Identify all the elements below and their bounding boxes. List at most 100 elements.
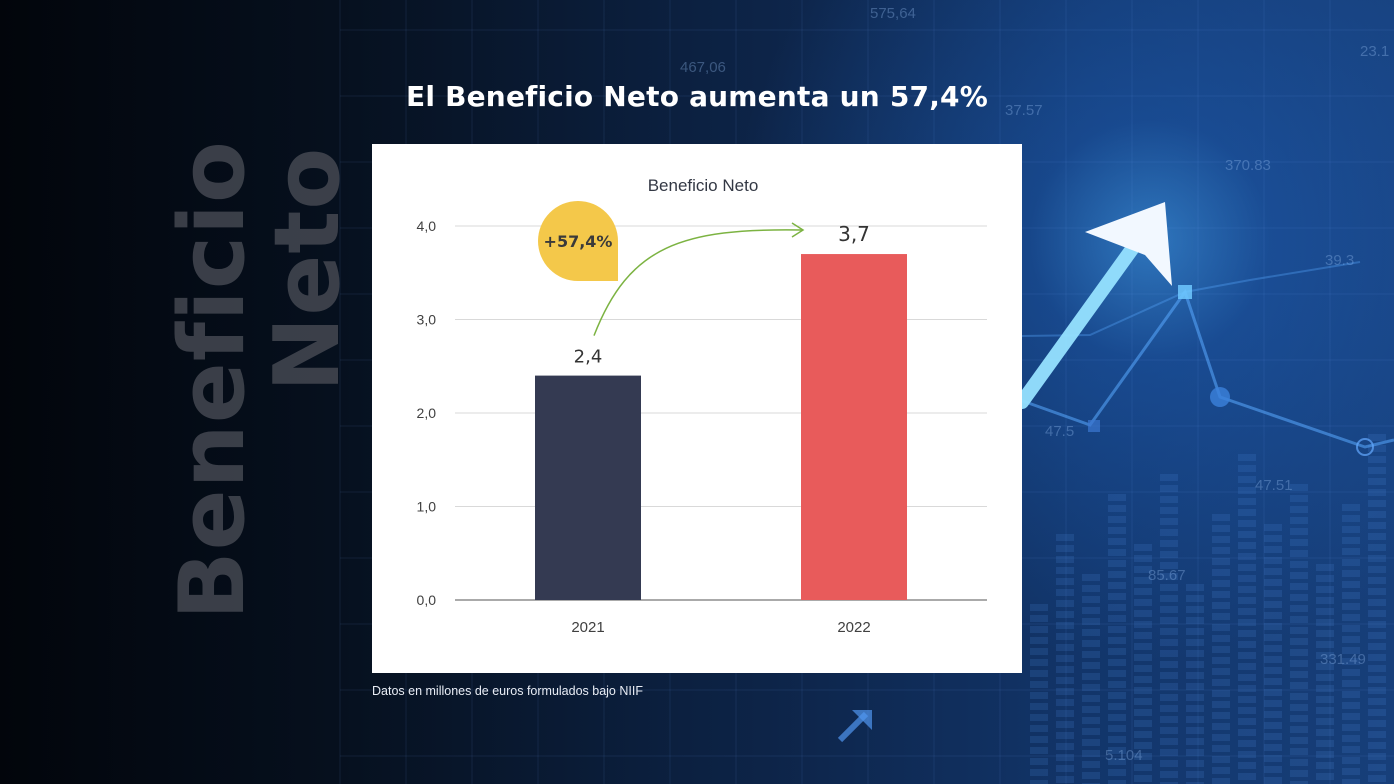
- data-label-2021: 2,4: [574, 347, 603, 368]
- background-volume-bar: [1056, 666, 1074, 673]
- background-volume-bar: [1056, 710, 1074, 717]
- background-volume-bar: [1238, 630, 1256, 637]
- background-volume-bar: [1108, 747, 1126, 754]
- background-marker: [1210, 387, 1230, 407]
- background-volume-bar: [1264, 590, 1282, 597]
- background-volume-bar: [1160, 672, 1178, 679]
- background-volume-bar: [1290, 605, 1308, 612]
- background-volume-bar: [1082, 662, 1100, 669]
- background-volume-bar: [1082, 585, 1100, 592]
- background-volume-bar: [1238, 564, 1256, 571]
- background-volume-bar: [1264, 766, 1282, 773]
- glowing-arrow-head-icon: [1085, 202, 1172, 286]
- chart-title: Beneficio Neto: [648, 176, 759, 195]
- background-volume-bar: [1316, 773, 1334, 780]
- background-volume-bar: [1238, 520, 1256, 527]
- background-volume-bar: [1290, 550, 1308, 557]
- background-volume-bar: [1368, 753, 1386, 760]
- background-volume-bar: [1056, 567, 1074, 574]
- background-volume-bar: [1056, 622, 1074, 629]
- background-volume-bar: [1186, 727, 1204, 734]
- background-volume-bar: [1264, 711, 1282, 718]
- background-volume-bar: [1264, 557, 1282, 564]
- background-volume-bar: [1238, 586, 1256, 593]
- background-volume-bar: [1160, 628, 1178, 635]
- background-volume-bar: [1290, 627, 1308, 634]
- background-volume-bar: [1368, 731, 1386, 738]
- background-volume-bar: [1030, 670, 1048, 677]
- background-volume-bar: [1342, 559, 1360, 566]
- background-volume-bar: [1342, 592, 1360, 599]
- background-volume-bar: [1082, 750, 1100, 757]
- background-volume-bar: [1082, 629, 1100, 636]
- background-volume-bar: [1160, 518, 1178, 525]
- background-volume-bar: [1290, 715, 1308, 722]
- chart-card: Beneficio Neto 0,0 1,0 2,0 3,0 4,0 2,4 3,7 20…: [372, 144, 1022, 673]
- background-volume-bar: [1264, 568, 1282, 575]
- background-marker: [1356, 438, 1374, 456]
- background-volume-bar: [1160, 595, 1178, 602]
- background-volume-bar: [1316, 575, 1334, 582]
- background-volume-bar: [1030, 604, 1048, 611]
- background-volume-bar: [1082, 596, 1100, 603]
- glowing-arrow-shaft: [1015, 231, 1147, 409]
- background-volume-bar: [1030, 626, 1048, 633]
- background-volume-bar: [1160, 573, 1178, 580]
- background-volume-bar: [1160, 617, 1178, 624]
- background-volume-bar: [1238, 718, 1256, 725]
- background-volume-bar: [1108, 560, 1126, 567]
- background-volume-bar: [1082, 618, 1100, 625]
- background-volume-bar: [1212, 668, 1230, 675]
- background-volume-bar: [1368, 588, 1386, 595]
- background-volume-bar: [1368, 599, 1386, 606]
- background-volume-bar: [1264, 579, 1282, 586]
- background-volume-bar: [1290, 594, 1308, 601]
- background-volume-bar: [1264, 700, 1282, 707]
- background-volume-bar: [1186, 661, 1204, 668]
- background-volume-bar: [1108, 593, 1126, 600]
- background-ticker-value: 23.1: [1360, 43, 1389, 60]
- background-volume-bar: [1290, 528, 1308, 535]
- background-volume-bar: [1368, 632, 1386, 639]
- background-volume-bar: [1134, 698, 1152, 705]
- bar-2022: [801, 254, 907, 601]
- background-volume-bar: [1030, 681, 1048, 688]
- background-volume-bar: [1134, 544, 1152, 551]
- background-ticker-value: 331.49: [1320, 651, 1366, 668]
- background-volume-bar: [1238, 542, 1256, 549]
- background-volume-bar: [1056, 754, 1074, 761]
- background-volume-bar: [1238, 509, 1256, 516]
- background-ticker-value: 37.57: [1005, 102, 1043, 119]
- background-volume-bar: [1238, 498, 1256, 505]
- background-volume-bar: [1134, 654, 1152, 661]
- background-volume-bar: [1368, 500, 1386, 507]
- background-volume-bar: [1134, 588, 1152, 595]
- background-volume-bar: [1368, 456, 1386, 463]
- background-volume-bar: [1290, 660, 1308, 667]
- growth-arrow: [593, 229, 803, 336]
- background-volume-bar: [1186, 749, 1204, 756]
- background-volume-bar: [1160, 782, 1178, 784]
- background-volume-bar: [1368, 654, 1386, 661]
- background-volume-bar: [1108, 659, 1126, 666]
- background-volume-bar: [1342, 614, 1360, 621]
- background-volume-bar: [1056, 743, 1074, 750]
- background-volume-bar: [1368, 610, 1386, 617]
- background-volume-bar: [1212, 525, 1230, 532]
- y-tick-label: 2,0: [417, 405, 437, 421]
- background-volume-bar: [1186, 694, 1204, 701]
- background-volume-bar: [1264, 546, 1282, 553]
- background-volume-bar: [1108, 516, 1126, 523]
- background-volume-bar: [1030, 736, 1048, 743]
- background-volume-bar: [1316, 608, 1334, 615]
- background-volume-bar: [1108, 681, 1126, 688]
- background-volume-bar: [1342, 757, 1360, 764]
- background-volume-bar: [1238, 696, 1256, 703]
- background-volume-bar: [1368, 665, 1386, 672]
- background-volume-bar: [1134, 764, 1152, 771]
- background-volume-bar: [1108, 494, 1126, 501]
- background-volume-bar: [1160, 485, 1178, 492]
- background-volume-bar: [1056, 534, 1074, 541]
- background-volume-bar: [1108, 637, 1126, 644]
- background-volume-bar: [1186, 738, 1204, 745]
